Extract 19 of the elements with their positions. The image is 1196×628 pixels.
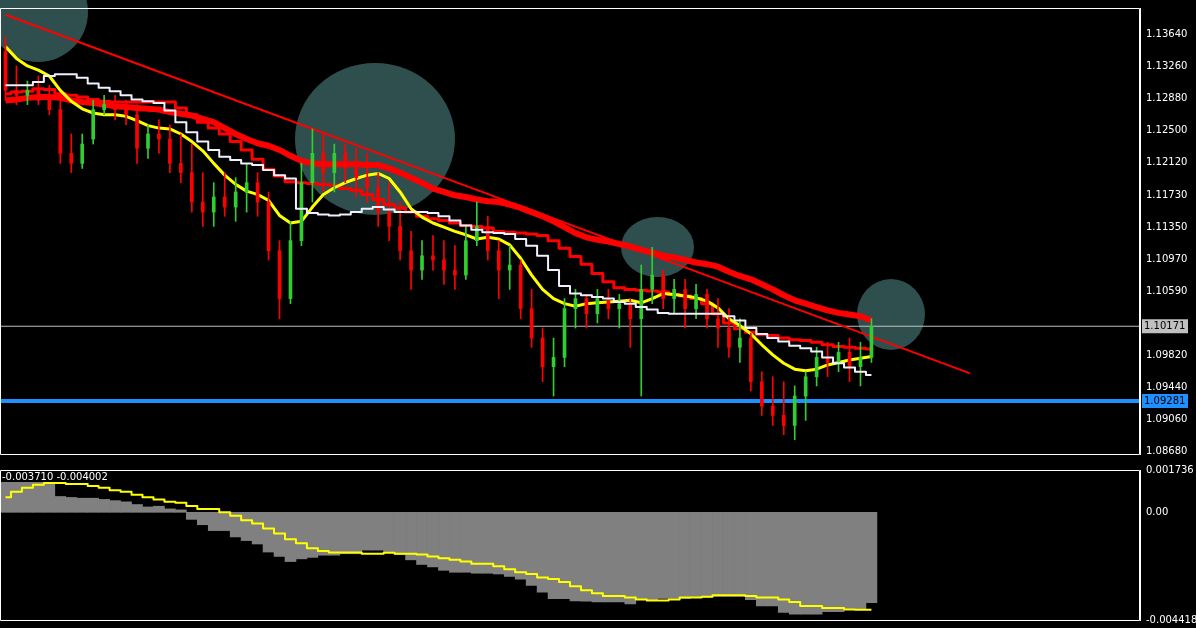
y-tick-label: 1.08680: [1146, 445, 1188, 457]
y-tick-label: 0.00: [1146, 505, 1169, 517]
annotation: -0.003710 -0.004002: [2, 470, 108, 482]
ref-line-label: 1.10171: [1144, 319, 1186, 331]
y-tick-label: 1.12500: [1146, 124, 1188, 136]
y-tick-label: 1.09060: [1146, 413, 1188, 425]
y-tick-label: 0.001736: [1146, 463, 1194, 475]
y-tick-label: 1.12120: [1146, 156, 1188, 168]
y-tick-label: 1.13260: [1146, 60, 1188, 72]
y-tick-label: 1.09820: [1146, 349, 1188, 361]
y-tick-label: 1.10970: [1146, 252, 1188, 264]
y-tick-label: 1.13640: [1146, 28, 1188, 40]
y-tick-label: 1.11730: [1146, 188, 1188, 200]
y-tick-label: 1.12880: [1146, 92, 1188, 104]
y-tick-label: -0.004418: [1146, 613, 1196, 625]
y-tick-label: 1.09440: [1146, 381, 1188, 393]
y-tick-label: 1.11350: [1146, 220, 1188, 232]
ref-line-label: 1.09281: [1144, 394, 1186, 406]
y-tick-label: 1.10590: [1146, 284, 1188, 296]
